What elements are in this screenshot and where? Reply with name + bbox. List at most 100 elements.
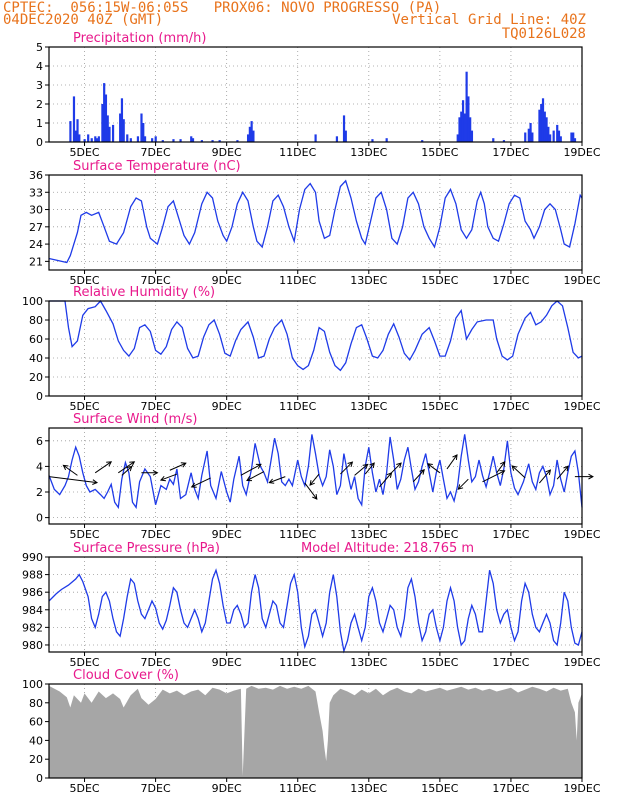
precip-bar — [541, 98, 545, 142]
wind-arrow — [364, 462, 375, 475]
temp-xtick-label: 9DEC — [212, 274, 242, 287]
press-annotation: Model Altitude: 218.765 m — [301, 541, 474, 556]
temp-ytick-label: 30 — [29, 204, 43, 217]
wind-arrow — [240, 463, 262, 476]
precip-ytick-label: 0 — [36, 136, 43, 149]
press-ytick-label: 982 — [22, 621, 43, 634]
cloud-ytick-label: 0 — [36, 772, 43, 785]
precip-bar — [250, 121, 253, 142]
rh-title: Relative Humidity (%) — [73, 285, 215, 300]
rh-xtick-label: 17DEC — [492, 400, 529, 413]
temp-xtick-label: 11DEC — [279, 274, 316, 287]
precip-bar — [527, 128, 530, 142]
precip-bar — [547, 126, 550, 142]
press-xtick-label: 9DEC — [212, 656, 242, 669]
wind-xtick-label: 15DEC — [421, 528, 458, 541]
precip-bar — [492, 138, 495, 142]
wind-arrowhead — [499, 470, 506, 476]
precip-bar — [140, 113, 143, 142]
precip-bar — [122, 119, 125, 142]
precip-bar — [101, 104, 104, 142]
wind-arrowhead — [588, 473, 594, 480]
precip-bar — [540, 104, 543, 142]
cloud-ytick-label: 80 — [29, 697, 43, 710]
cloud-frame — [48, 683, 583, 779]
precip-bar — [83, 139, 86, 142]
precip-ytick-label: 3 — [36, 79, 43, 92]
precip-bar — [342, 115, 346, 142]
rh-xtick-label: 11DEC — [279, 400, 316, 413]
wind-arrow — [246, 471, 265, 481]
rh-ytick-label: 40 — [29, 352, 43, 365]
wind-arrow — [118, 461, 135, 474]
wind-ytick-label: 6 — [36, 435, 43, 448]
wind-arrow — [269, 476, 286, 484]
cloud-ytick-label: 100 — [22, 678, 43, 691]
precip-bar — [456, 134, 459, 142]
precip-bar — [136, 136, 140, 142]
cloud-xtick-label: 19DEC — [563, 782, 600, 795]
wind-arrow — [412, 469, 425, 483]
precip-bar — [72, 96, 76, 142]
precip-bar — [190, 136, 193, 142]
wind-arrowhead — [362, 463, 369, 470]
cloud-ytick-label: 40 — [29, 734, 43, 747]
precip-bar — [421, 140, 424, 142]
cloud-xtick-label: 17DEC — [492, 782, 529, 795]
precip-bar — [200, 140, 203, 142]
precip-bar — [559, 136, 562, 142]
wind-arrowhead — [457, 484, 464, 490]
precip-frame — [48, 46, 583, 143]
press-xtick-label: 15DEC — [421, 656, 458, 669]
precip-bar — [252, 130, 255, 142]
wind-arrowhead — [129, 461, 136, 467]
wind-line — [48, 434, 583, 510]
cloud-xtick-label: 7DEC — [141, 782, 171, 795]
precip-bar — [538, 109, 541, 142]
precip-bar — [120, 98, 124, 142]
press-xtick-label: 17DEC — [492, 656, 529, 669]
precip-bar — [104, 94, 108, 142]
precip-bar — [543, 111, 546, 142]
precip-bar — [129, 138, 132, 142]
rh-frame — [48, 300, 583, 397]
wind-arrow — [482, 470, 505, 483]
precip-bar — [97, 136, 100, 142]
rh-ytick-label: 60 — [29, 333, 43, 346]
precip-bar — [502, 140, 506, 142]
wind-xtick-label: 17DEC — [492, 528, 529, 541]
precip-bar — [460, 111, 463, 142]
precip-bar — [108, 126, 111, 142]
wind-arrow — [94, 461, 112, 474]
cloud-xtick-label: 15DEC — [421, 782, 458, 795]
wind-arrowhead — [452, 454, 458, 460]
temp-title: Surface Temperature (nC) — [73, 159, 241, 174]
precip-xtick-label: 19DEC — [563, 146, 600, 159]
wind-arrowhead — [511, 465, 518, 471]
press-frame — [48, 556, 583, 653]
wind-arrowhead — [427, 463, 433, 469]
temp-frame — [48, 174, 583, 271]
precip-bar — [385, 138, 388, 142]
precip-bar — [74, 130, 77, 142]
precip-bar — [76, 119, 79, 142]
temp-xtick-label: 13DEC — [350, 274, 387, 287]
cloud-area — [49, 685, 582, 778]
wind-arrow — [309, 473, 320, 486]
precip-bar — [570, 132, 573, 142]
precip-bar — [211, 140, 214, 142]
rh-line — [49, 299, 583, 372]
rh-ytick-label: 100 — [22, 295, 43, 308]
press-xtick-label: 13DEC — [350, 656, 387, 669]
wind-arrowhead — [62, 464, 69, 471]
precip-bar — [531, 132, 534, 142]
wind-arrow — [169, 462, 187, 471]
precip-bar — [218, 140, 221, 142]
rh-xtick-label: 9DEC — [212, 400, 242, 413]
rh-xtick-label: 15DEC — [421, 400, 458, 413]
wind-arrow — [538, 469, 551, 484]
wind-ytick-label: 0 — [36, 512, 43, 525]
wind-arrow — [354, 463, 368, 476]
header-datetime: 04DEC2020 40Z (GMT) — [3, 12, 164, 28]
press-xtick-label: 11DEC — [279, 656, 316, 669]
